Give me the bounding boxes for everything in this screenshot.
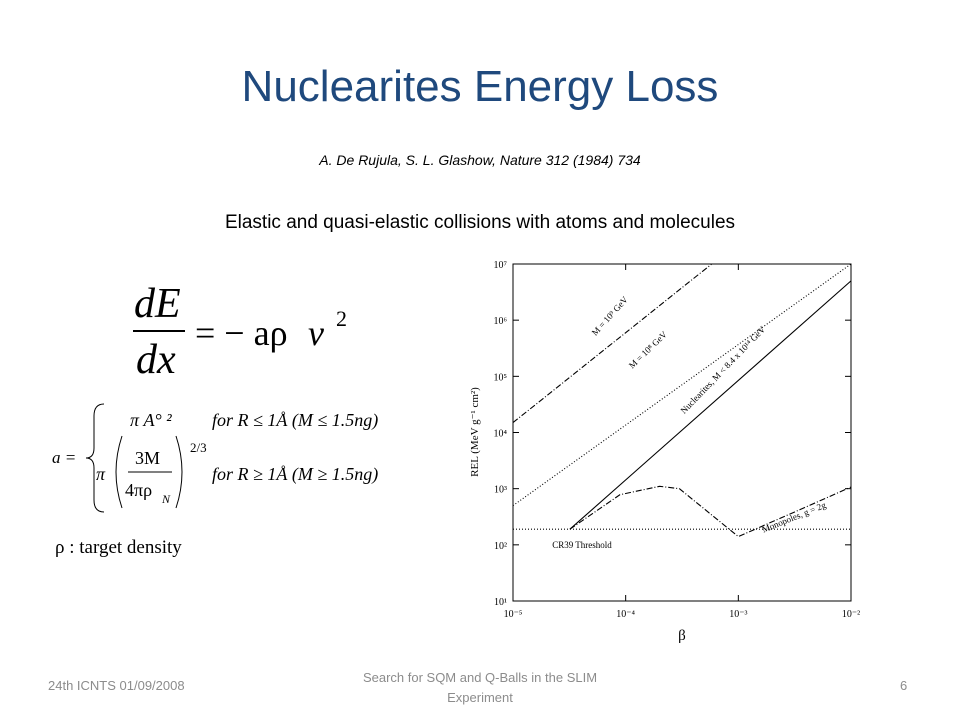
a-label: a = (52, 448, 77, 467)
case2-cond: for R ≥ 1Å (M ≥ 1.5ng) (212, 464, 379, 484)
curve (512, 263, 713, 424)
y-tick-label: 10³ (494, 485, 507, 496)
curve (512, 263, 852, 507)
y-tick-label: 10⁵ (494, 372, 508, 383)
y-tick-label: 10⁶ (494, 316, 508, 327)
numerator: dE (134, 281, 181, 327)
y-tick-label: 10⁷ (494, 260, 508, 271)
footer-right: 6 (900, 678, 908, 693)
x-tick-label: 10⁻⁴ (616, 609, 635, 620)
chart: β REL (MeV g⁻¹ cm²) 10⁻⁵ 10⁻⁴ 10⁻³ 10⁻² 10¹ 1… (469, 260, 860, 644)
rhs: = − aρ (195, 313, 288, 353)
case2-sub: N (162, 492, 171, 506)
y-axis-label: REL (MeV g⁻¹ cm²) (469, 387, 481, 477)
curve-label: CR39 Threshold (552, 540, 612, 550)
fraction-bar (133, 330, 185, 332)
footer-left: 24th ICNTS 01/09/2008 (48, 678, 185, 693)
curve-label: M = 10⁹ GeV (590, 294, 631, 337)
case2-num: 3M (135, 448, 161, 468)
case2-den: 4πρ (125, 480, 153, 500)
case2-exp: 2/3 (190, 440, 207, 455)
case1-cond: for R ≤ 1Å (M ≤ 1.5ng) (212, 410, 379, 430)
curve-label: M = 10⁸ GeV (627, 329, 670, 371)
curve (569, 280, 852, 530)
y-tick-label: 10² (494, 541, 507, 552)
subtitle: Elastic and quasi-elastic collisions wit… (224, 212, 736, 233)
curve-label: Nuclearites, M < 8.4 x 10¹⁴ GeV (678, 324, 767, 416)
brace (85, 403, 105, 513)
velocity: v (308, 313, 324, 353)
exponent: 2 (336, 306, 347, 331)
x-tick-label: 10⁻³ (729, 609, 747, 620)
denominator: dx (136, 337, 176, 383)
density: ρ : target density (55, 537, 182, 558)
case1-expr: π A° ² (130, 410, 172, 430)
curve (569, 485, 852, 538)
case2-pi: π (96, 464, 106, 484)
x-tick-label: 10⁻² (842, 609, 860, 620)
y-tick-label: 10⁴ (494, 429, 508, 440)
curve-label: Monopoles, g = 2g (760, 500, 827, 535)
citation: A. De Rujula, S. L. Glashow, Nature 312 … (319, 152, 641, 168)
y-tick-label: 10¹ (494, 597, 507, 608)
x-axis-label: β (678, 628, 686, 644)
footer-center: Search for SQM and Q-Balls in the SLIM E… (362, 670, 598, 705)
slide-title: Nuclearites Energy Loss (241, 62, 719, 111)
x-tick-label: 10⁻⁵ (504, 609, 523, 620)
parens (115, 435, 183, 509)
plot-frame (512, 263, 852, 602)
